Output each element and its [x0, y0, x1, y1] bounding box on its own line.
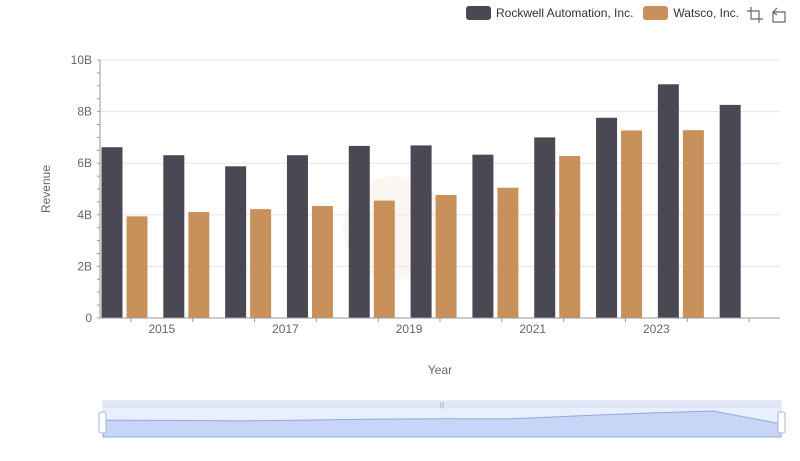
legend: Rockwell Automation, Inc. Watsco, Inc. — [466, 3, 749, 23]
bar-rockwell-2017[interactable] — [286, 155, 308, 318]
restore-icon[interactable] — [770, 6, 788, 24]
bar-watsco-2022[interactable] — [621, 130, 643, 318]
slider-grip-icon[interactable]: ||| — [440, 403, 445, 409]
x-tick-label: 2021 — [519, 322, 546, 336]
bar-watsco-2016[interactable] — [250, 209, 272, 318]
legend-item-watsco[interactable]: Watsco, Inc. — [643, 6, 739, 20]
legend-swatch-rockwell — [466, 6, 491, 20]
bar-rockwell-2020[interactable] — [472, 154, 494, 318]
bar-rockwell-2021[interactable] — [534, 137, 556, 318]
slider-preview-area — [102, 410, 782, 438]
zoom-icon[interactable] — [746, 6, 764, 24]
bar-watsco-2020[interactable] — [497, 187, 519, 318]
slider-handle-left[interactable] — [98, 411, 107, 434]
toolbox — [746, 6, 794, 24]
y-tick-label: 0 — [85, 311, 92, 325]
y-tick-label: 8B — [77, 105, 92, 119]
legend-label-rockwell: Rockwell Automation, Inc. — [496, 6, 634, 20]
x-tick-label: 2017 — [272, 322, 299, 336]
x-tick-label: 2023 — [643, 322, 670, 336]
bar-rockwell-2022[interactable] — [596, 117, 618, 319]
bar-rockwell-2015[interactable] — [163, 155, 185, 318]
bar-rockwell-2019[interactable] — [410, 145, 432, 318]
bar-rockwell-2024[interactable] — [719, 104, 741, 318]
bar-watsco-2017[interactable] — [311, 206, 333, 318]
axes: 0 2B 4B 6B 8B 10B 2015 2017 2019 2021 2023 — [71, 53, 780, 336]
x-tick-label: 2015 — [148, 322, 175, 336]
bar-watsco-2015[interactable] — [188, 211, 210, 318]
x-axis-label: Year — [428, 363, 452, 377]
bar-rockwell-2014[interactable] — [101, 147, 123, 318]
legend-label-watsco: Watsco, Inc. — [673, 6, 739, 20]
y-tick-label: 4B — [77, 208, 92, 222]
bar-rockwell-2023[interactable] — [657, 84, 679, 318]
bar-watsco-2021[interactable] — [559, 155, 581, 318]
legend-item-rockwell[interactable]: Rockwell Automation, Inc. — [466, 6, 633, 20]
y-axis-label: Revenue — [39, 165, 53, 213]
bar-watsco-2018[interactable] — [373, 200, 395, 318]
slider-top-bar[interactable] — [103, 401, 781, 408]
bar-watsco-2014[interactable] — [126, 216, 148, 318]
y-tick-label: 6B — [77, 156, 92, 170]
bars — [101, 84, 741, 319]
bar-rockwell-2016[interactable] — [225, 166, 247, 318]
slider-handle-right[interactable] — [777, 411, 786, 434]
legend-swatch-watsco — [643, 6, 669, 20]
y-tick-label: 10B — [71, 53, 92, 67]
x-tick-label: 2019 — [396, 322, 423, 336]
data-zoom-slider[interactable]: ||| — [98, 400, 786, 438]
y-tick-label: 2B — [77, 259, 92, 273]
bar-watsco-2023[interactable] — [682, 130, 704, 318]
bar-watsco-2019[interactable] — [435, 194, 457, 318]
bar-rockwell-2018[interactable] — [348, 145, 370, 318]
